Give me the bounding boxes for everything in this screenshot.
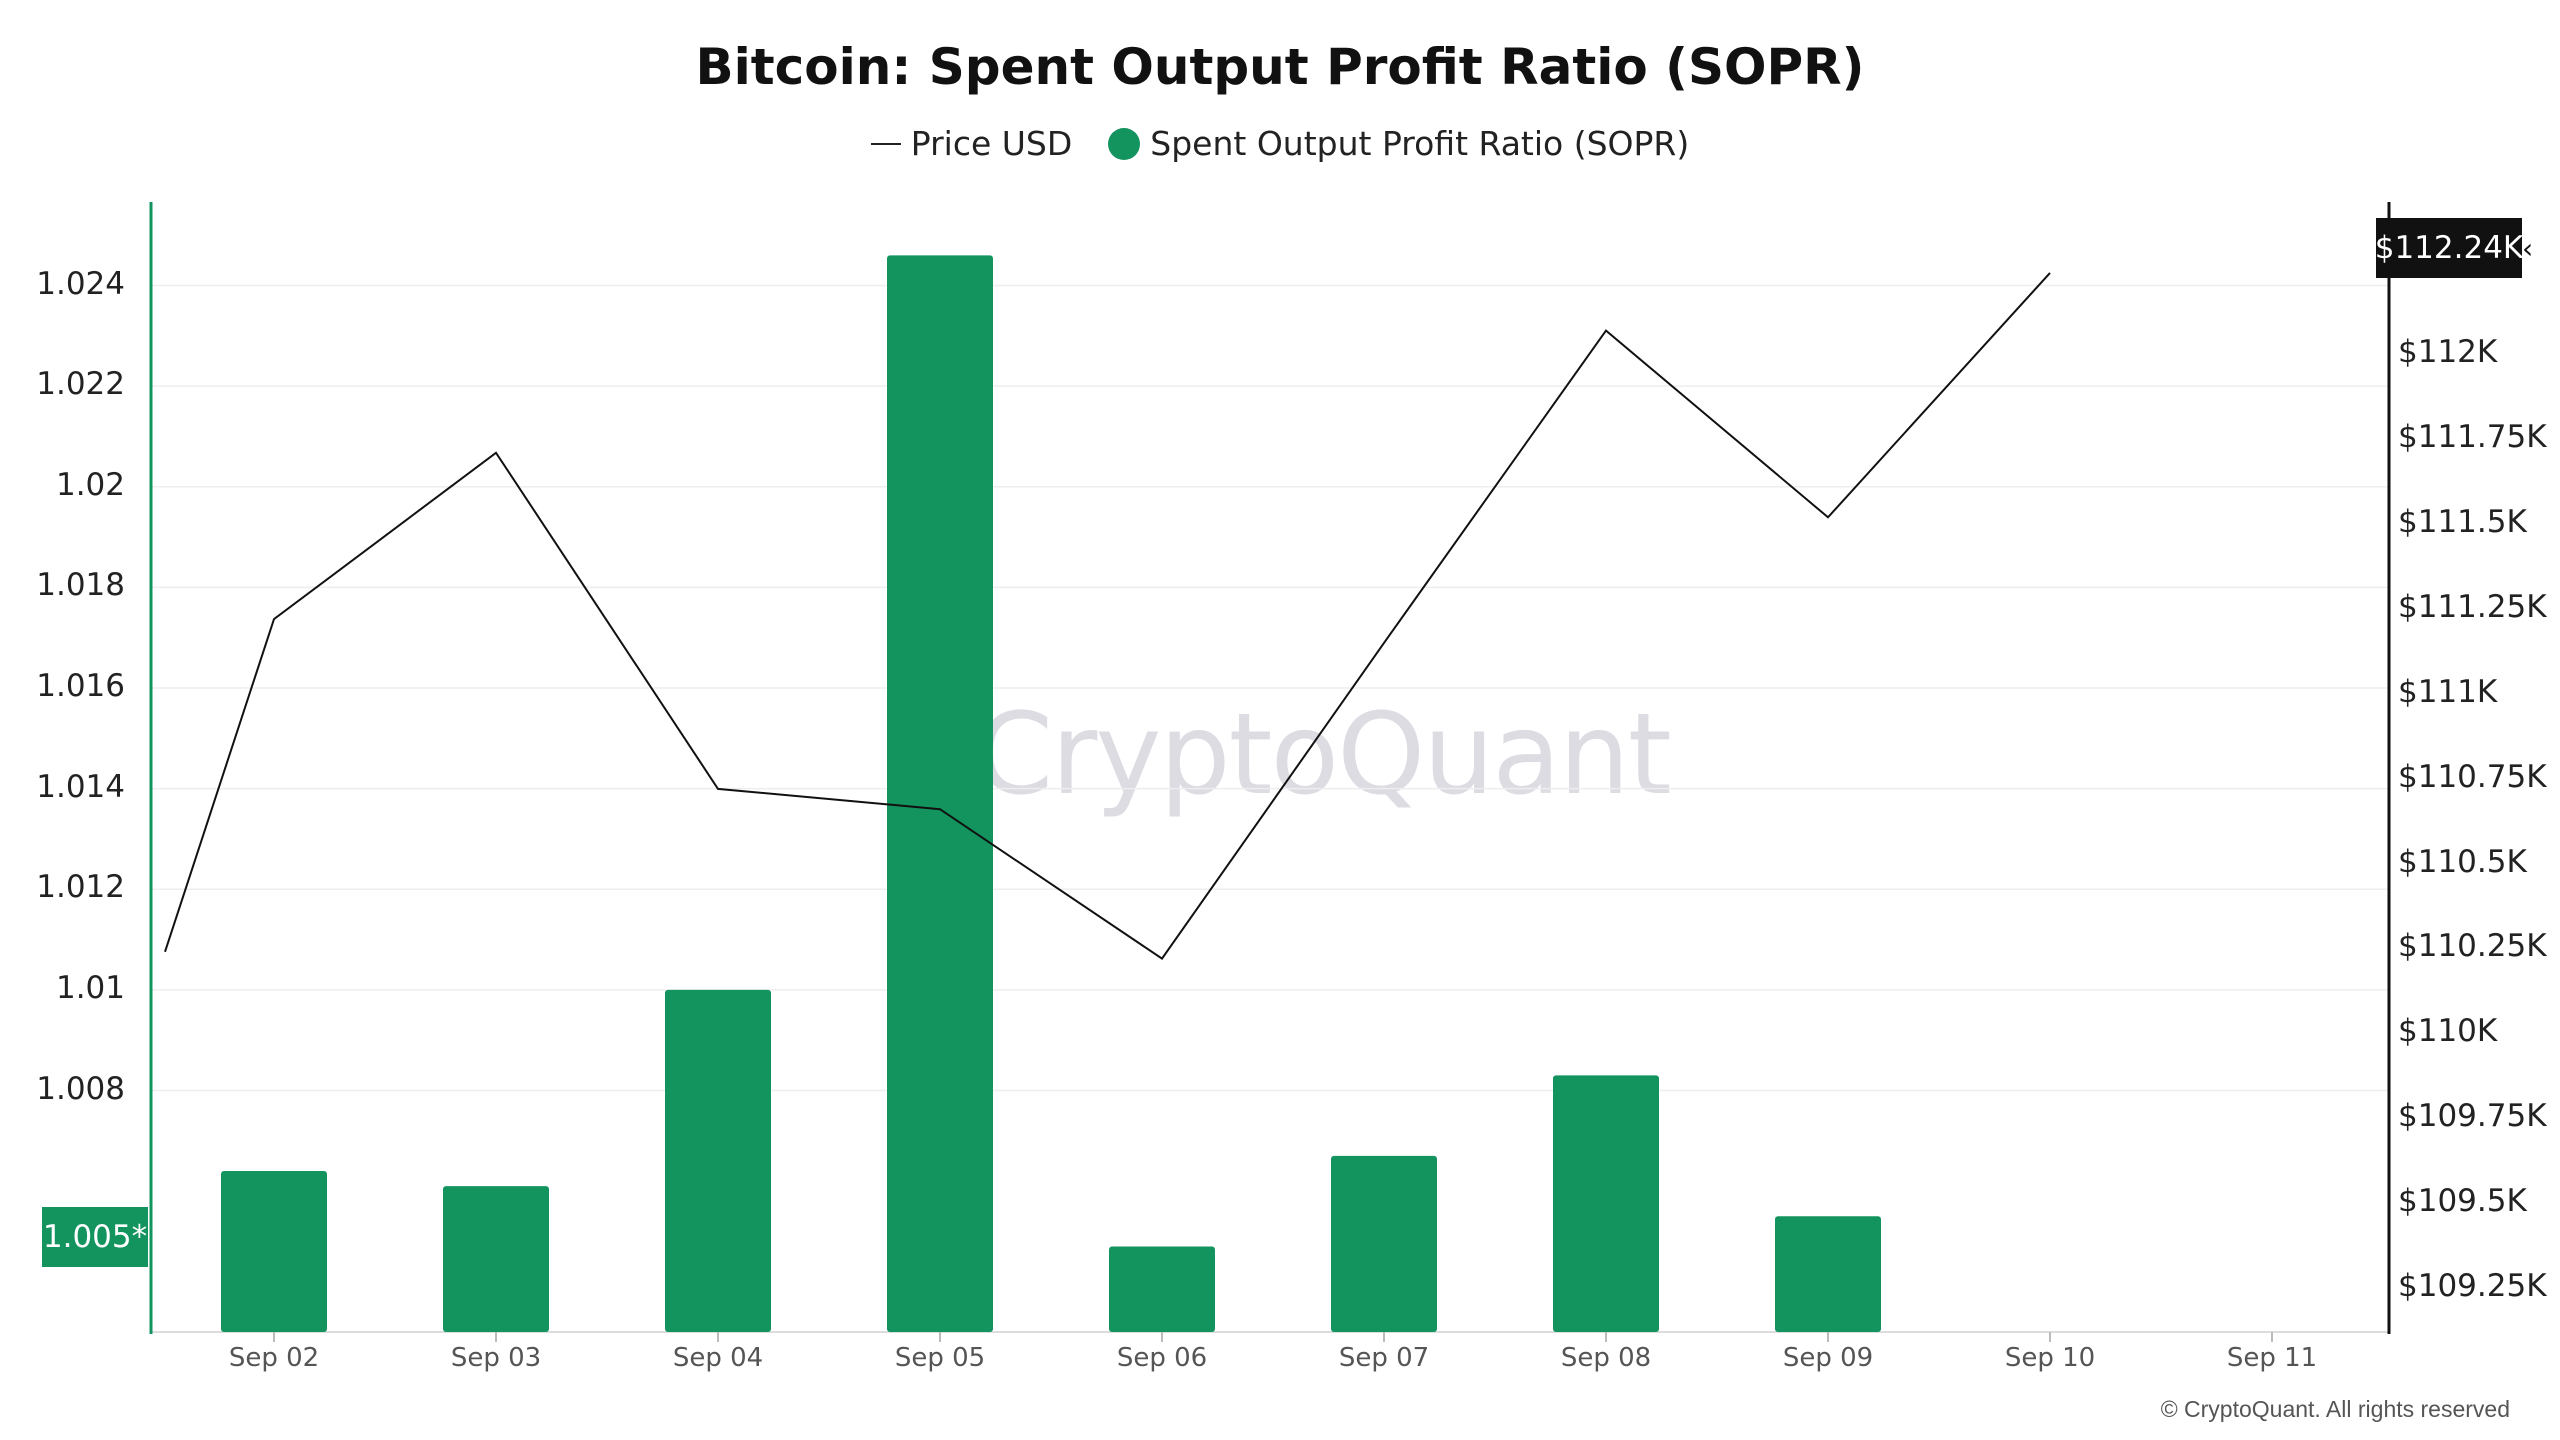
watermark: CryptoQuant [975, 690, 1672, 820]
sopr-bar [443, 1186, 549, 1332]
sopr-bar [1331, 1155, 1437, 1332]
right-axis-tick-label: $111.25K [2398, 588, 2547, 625]
left-axis-tick-label: 1.01 [55, 969, 125, 1006]
x-axis-tick-label: Sep 09 [1782, 1343, 1874, 1373]
sopr-bar [665, 989, 771, 1332]
left-axis-tick-label: 1.024 [36, 265, 125, 302]
left-axis-tick-label: 1.016 [36, 668, 125, 704]
x-axis-tick-label: Sep 05 [894, 1343, 986, 1373]
x-axis-tick-label: Sep 04 [672, 1343, 764, 1373]
x-axis-tick-label: Sep 11 [2226, 1343, 2318, 1373]
sopr-bar [1775, 1216, 1881, 1332]
x-axis-tick-label: Sep 08 [1560, 1343, 1652, 1373]
left-axis-current-value-badge: 1.005* [42, 1207, 148, 1267]
chart-title: Bitcoin: Spent Output Profit Ratio (SOPR… [695, 38, 1865, 96]
left-axis-tick-label: 1.018 [36, 567, 125, 604]
legend-item-sopr[interactable]: Spent Output Profit Ratio (SOPR) [1108, 124, 1689, 163]
right-axis-tick-label: $112K [2398, 334, 2498, 371]
sopr-dot-swatch-icon [1108, 127, 1141, 160]
price-usd-line [164, 272, 2051, 960]
left-axis-tick-label: 1.014 [36, 768, 125, 805]
legend-price-label: Price USD [910, 124, 1073, 163]
sopr-bar [1109, 1246, 1215, 1332]
left-axis-tick-label: 1.022 [36, 366, 125, 403]
right-axis-tick-label: $110.25K [2398, 928, 2547, 965]
x-axis-tick-label: Sep 03 [450, 1343, 542, 1373]
left-axis-tick-label: 1.008 [36, 1070, 125, 1107]
right-axis-tick-label: $110.75K [2398, 758, 2547, 795]
left-axis-tick-label: 1.02 [55, 466, 125, 503]
right-axis-tick-label: $109.75K [2398, 1098, 2547, 1135]
x-axis-tick-label: Sep 02 [228, 1343, 320, 1373]
sopr-bar [221, 1171, 327, 1332]
sopr-bar [887, 255, 993, 1332]
right-axis-tick-label: $111K [2398, 673, 2498, 710]
copyright-notice: © CryptoQuant. All rights reserved [2160, 1396, 2510, 1422]
sopr-bar [1553, 1075, 1659, 1332]
right-axis-tick-label: $110K [2398, 1013, 2498, 1050]
right-axis-current-price-badge: $112.24K [2375, 218, 2523, 278]
x-axis-tick-label: Sep 06 [1116, 1343, 1208, 1373]
chart-legend: Price USD Spent Output Profit Ratio (SOP… [0, 124, 2560, 163]
right-axis-tick-label: $111.5K [2398, 504, 2527, 541]
legend-item-price[interactable]: Price USD [870, 124, 1073, 163]
x-axis-tick-label: Sep 10 [2004, 1343, 2096, 1373]
right-axis-tick-label: $111.75K [2398, 419, 2547, 456]
x-axis-tick-label: Sep 07 [1338, 1343, 1430, 1373]
price-line-swatch-icon [870, 142, 901, 145]
right-axis-tick-label: $109.25K [2398, 1267, 2547, 1304]
badge-overflow-glyph-icon: ‹ [2522, 232, 2534, 265]
right-axis-tick-label: $110.5K [2398, 843, 2527, 880]
right-axis-tick-label: $109.5K [2398, 1183, 2527, 1219]
legend-sopr-label: Spent Output Profit Ratio (SOPR) [1150, 124, 1690, 163]
left-axis-tick-label: 1.012 [36, 869, 125, 906]
